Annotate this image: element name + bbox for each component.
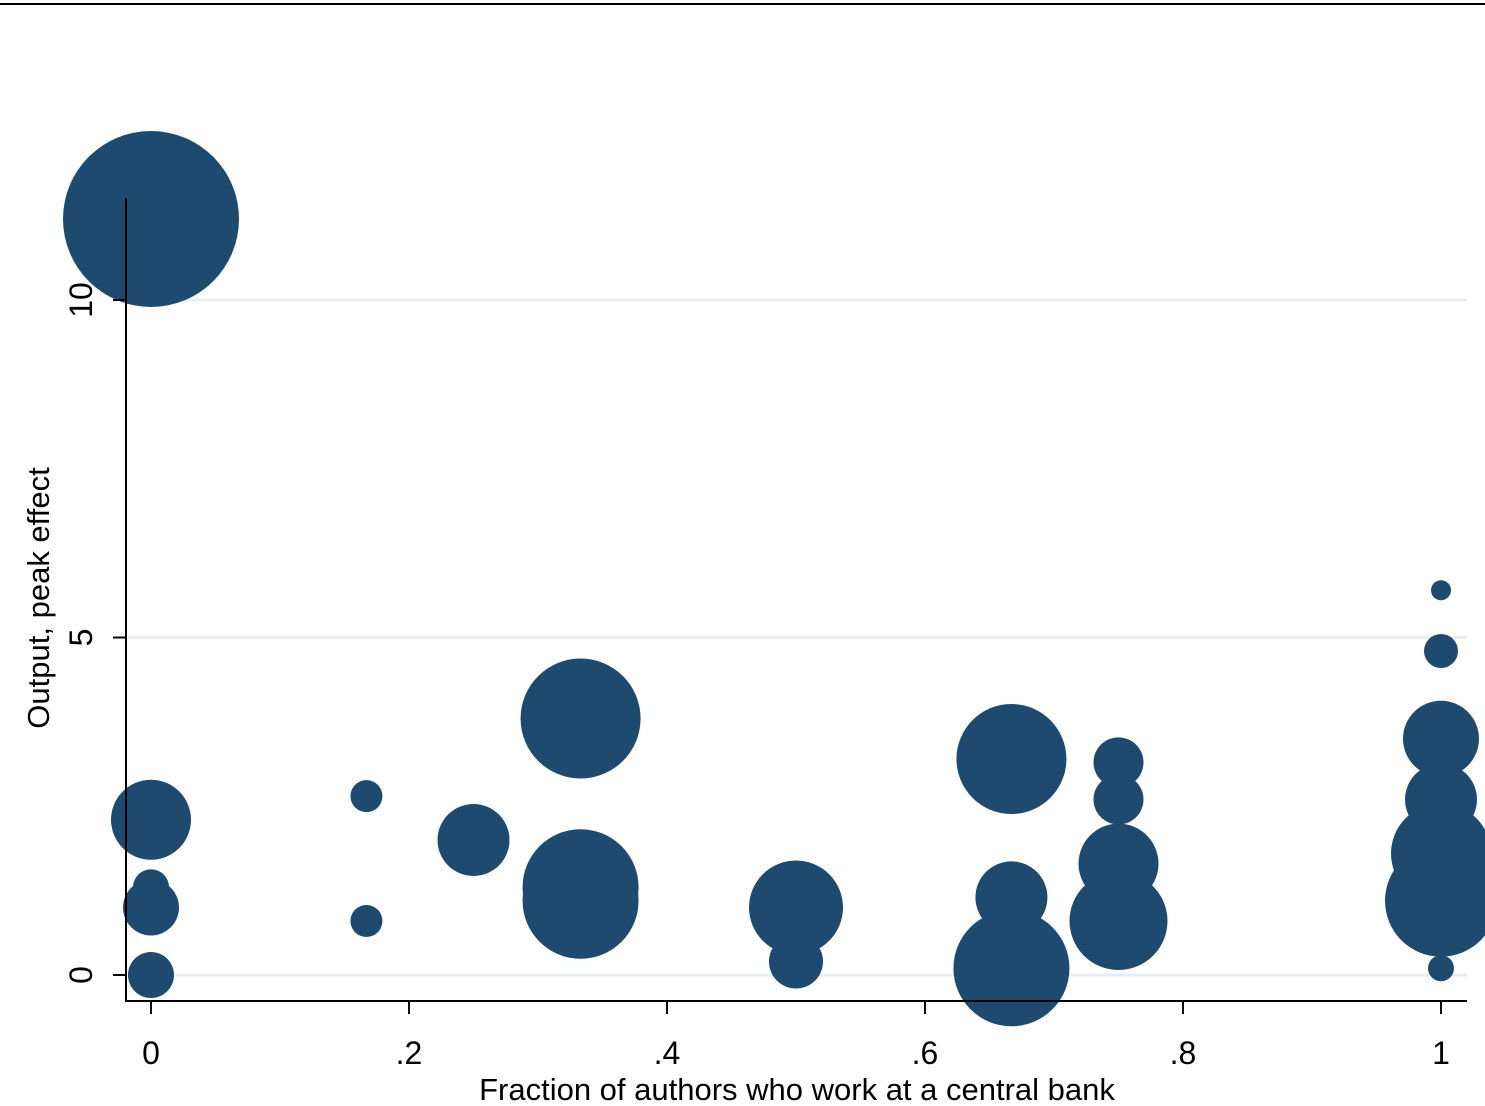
data-point-0 — [63, 131, 239, 307]
x-tick-label-0: 0 — [142, 1035, 160, 1071]
data-point-5 — [350, 780, 383, 813]
data-point-26 — [1428, 955, 1454, 982]
data-point-10 — [522, 842, 639, 959]
data-point-25 — [1385, 844, 1485, 957]
data-point-21 — [1424, 634, 1458, 668]
y-tick-label-2: 10 — [63, 282, 99, 318]
x-tick-label-5: 1 — [1432, 1035, 1450, 1071]
data-point-3 — [123, 879, 179, 936]
x-tick-label-3: .6 — [912, 1035, 939, 1071]
axes — [125, 198, 1467, 1002]
y-axis-ticks: 0 5 10 — [63, 282, 126, 984]
data-point-17 — [1093, 774, 1144, 825]
data-points — [63, 131, 1485, 1027]
data-point-8 — [520, 658, 641, 779]
data-point-1 — [111, 779, 191, 860]
data-point-7 — [437, 804, 510, 876]
data-point-12 — [769, 934, 823, 989]
data-point-13 — [956, 704, 1067, 814]
data-point-6 — [350, 905, 383, 937]
x-axis-title: Fraction of authors who work at a centra… — [479, 1072, 1115, 1106]
y-tick-label-0: 0 — [63, 966, 99, 984]
x-tick-label-1: .2 — [396, 1035, 423, 1071]
x-axis-ticks: 0 .2 .4 .6 .8 1 — [142, 1001, 1450, 1071]
x-tick-label-2: .4 — [654, 1035, 681, 1071]
data-point-20 — [1431, 580, 1451, 601]
y-axis-title: Output, peak effect — [21, 467, 56, 729]
y-tick-label-1: 5 — [63, 629, 99, 647]
x-tick-label-4: .8 — [1170, 1035, 1197, 1071]
data-point-16 — [1093, 737, 1144, 788]
data-point-19 — [1069, 872, 1168, 970]
data-point-15 — [953, 910, 1070, 1027]
data-point-11 — [749, 860, 843, 955]
data-point-4 — [128, 952, 174, 998]
data-point-22 — [1403, 700, 1479, 777]
